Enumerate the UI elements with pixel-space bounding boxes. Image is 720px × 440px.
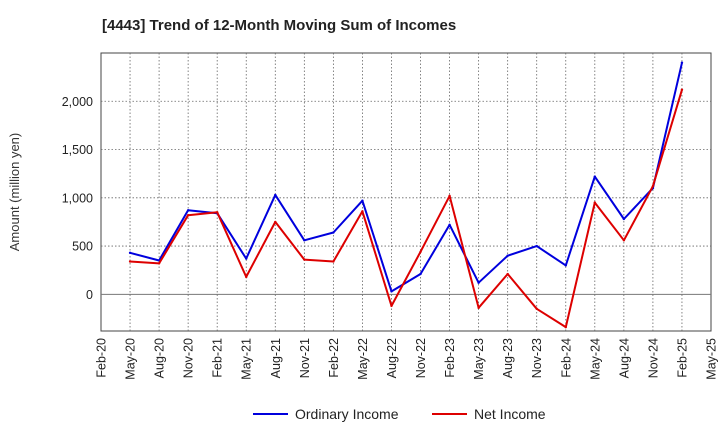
data-point <box>361 199 364 202</box>
data-point <box>622 217 626 221</box>
x-tick-label: Aug-22 <box>385 338 399 378</box>
data-point <box>245 275 248 279</box>
x-tick-label: Feb-21 <box>211 338 225 378</box>
y-tick-label: 500 <box>72 240 93 254</box>
series-line-1 <box>129 89 683 329</box>
data-point <box>245 257 248 260</box>
x-tick-label: Feb-24 <box>559 338 573 378</box>
x-tick-label: Aug-24 <box>617 338 631 378</box>
data-point <box>390 290 393 293</box>
y-axis-label: Amount (million yen) <box>7 133 22 252</box>
data-point <box>419 272 422 276</box>
data-point <box>535 244 538 248</box>
data-point <box>332 260 335 263</box>
data-point <box>128 251 132 255</box>
data-point <box>651 185 655 188</box>
x-tick-label: May-21 <box>240 338 254 380</box>
data-point <box>274 220 277 224</box>
x-tick-label: May-20 <box>124 338 138 380</box>
x-tick-label: Feb-25 <box>675 338 689 378</box>
data-point <box>361 210 364 213</box>
x-tick-label: Feb-23 <box>443 338 457 378</box>
x-tick-label: May-23 <box>472 338 486 380</box>
data-point <box>593 175 597 178</box>
x-axis-ticks: Feb-20 May-20 Aug-20 Nov-20 Feb-21 May-21 Aug-… <box>95 338 719 380</box>
x-tick-label: May-22 <box>356 338 370 380</box>
data-point <box>593 201 597 204</box>
data-point <box>128 260 132 263</box>
y-tick-label: 1,000 <box>62 191 93 205</box>
x-tick-label: Feb-22 <box>327 338 341 378</box>
x-tick-label: Nov-22 <box>414 338 428 378</box>
data-point <box>506 272 509 276</box>
data-point <box>390 304 393 308</box>
legend-label: Net Income <box>474 406 546 422</box>
data-point <box>477 281 480 284</box>
data-point <box>564 325 567 329</box>
x-tick-label: Nov-23 <box>530 338 544 378</box>
data-point <box>419 250 422 254</box>
plot-frame <box>100 52 712 332</box>
data-point <box>274 193 277 197</box>
data-point <box>622 239 626 242</box>
chart-title: [4443] Trend of 12-Month Moving Sum of I… <box>102 17 456 34</box>
data-point <box>564 264 567 267</box>
data-point <box>186 213 190 217</box>
y-tick-label: 2,000 <box>62 95 93 109</box>
data-point <box>448 223 451 227</box>
y-tick-label: 0 <box>86 288 93 302</box>
x-tick-label: Aug-20 <box>153 338 167 378</box>
x-tick-label: Nov-24 <box>646 338 660 378</box>
grid <box>101 53 711 331</box>
x-tick-label: Feb-20 <box>95 338 109 378</box>
x-tick-label: Nov-21 <box>298 338 312 378</box>
x-tick-label: Nov-20 <box>182 338 196 378</box>
data-point <box>506 254 509 257</box>
legend: Ordinary Income Net Income <box>253 406 546 422</box>
x-tick-label: May-24 <box>588 338 602 380</box>
x-tick-label: Aug-23 <box>501 338 515 378</box>
data-point <box>303 239 306 242</box>
data-point <box>186 209 190 212</box>
data-point <box>535 307 538 310</box>
data-point <box>680 88 684 91</box>
data-point <box>215 211 219 214</box>
data-point <box>157 262 161 265</box>
y-axis-ticks: 0 500 1,000 1,500 2,000 <box>62 95 93 302</box>
data-point <box>477 306 480 310</box>
data-point <box>303 258 306 261</box>
data-point <box>448 194 451 198</box>
data-point <box>680 61 684 64</box>
data-point <box>332 231 335 234</box>
series-group <box>128 61 684 329</box>
plot-area <box>100 52 712 332</box>
y-tick-label: 1,500 <box>62 143 93 157</box>
legend-label: Ordinary Income <box>295 406 399 422</box>
x-tick-label: May-25 <box>705 338 719 380</box>
x-tick-label: Aug-21 <box>269 338 283 378</box>
